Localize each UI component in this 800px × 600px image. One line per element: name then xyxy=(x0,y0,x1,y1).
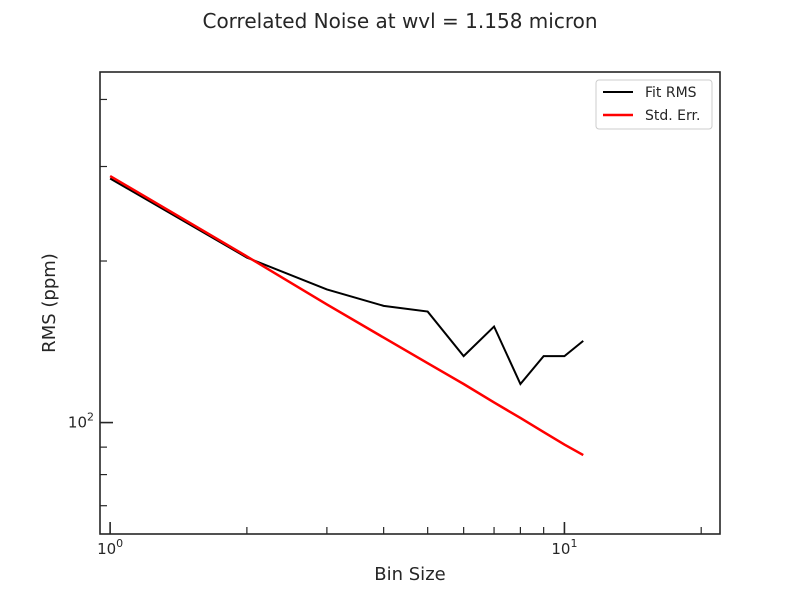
legend-label-std-err: Std. Err. xyxy=(645,108,700,124)
y-axis-label: RMS (ppm) xyxy=(39,253,60,353)
legend-label-fit-rms: Fit RMS xyxy=(645,85,697,101)
x-tick-label-0: 100 xyxy=(97,537,123,558)
plot-area xyxy=(99,71,721,535)
y-tick-label-0: 102 xyxy=(68,411,94,432)
legend: Fit RMS Std. Err. xyxy=(595,79,713,130)
chart-title: Correlated Noise at wvl = 1.158 micron xyxy=(202,9,597,33)
x-axis-label: Bin Size xyxy=(374,564,445,585)
series-line-std-err xyxy=(109,174,584,457)
series-line-fit-rms xyxy=(109,177,584,386)
series-lines xyxy=(109,174,584,457)
axis-ticks: 100 101 102 xyxy=(68,98,702,558)
x-tick-label-1: 101 xyxy=(551,537,577,558)
